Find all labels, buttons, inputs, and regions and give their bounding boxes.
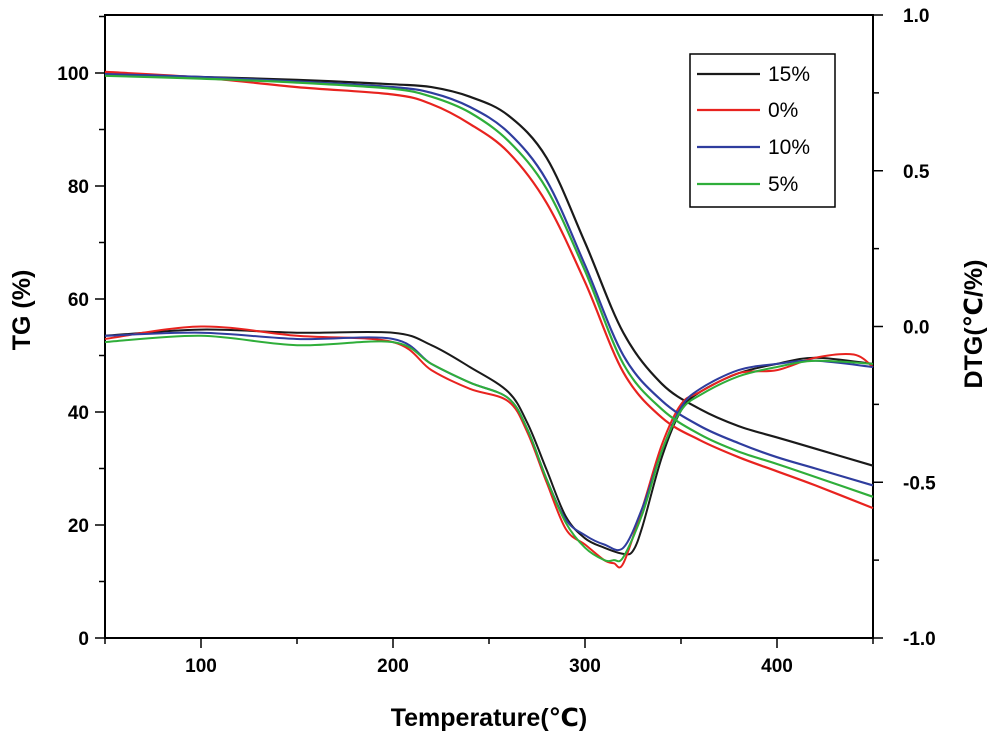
- x-tick-label: 200: [377, 656, 409, 677]
- legend: 15% 0% 10% 5%: [689, 53, 836, 208]
- y2-tick-label: -1.0: [903, 629, 936, 650]
- tg-curve-0pct: [104, 70, 874, 510]
- y2-axis-title: DTG(℃/%): [960, 260, 988, 389]
- y-tick-label: 20: [68, 516, 89, 537]
- dtg-curve-10pct: [104, 331, 874, 552]
- legend-label-15: 15%: [768, 63, 810, 86]
- x-tick-label: 100: [185, 656, 217, 677]
- tg-curve-15pct: [104, 73, 874, 467]
- tg-curve-10pct: [104, 73, 874, 487]
- y-tick-label: 0: [78, 629, 89, 650]
- y-tick-label: 80: [68, 177, 89, 198]
- y-axis-title: TG (%): [8, 270, 36, 351]
- x-tick-label: 400: [761, 656, 793, 677]
- y2-tick-label: 0.0: [903, 318, 929, 339]
- y-tick-label: 40: [68, 403, 89, 424]
- y2-tick-label: 0.5: [903, 162, 930, 183]
- x-tick-label: 300: [569, 656, 601, 677]
- legend-box: [689, 53, 836, 208]
- x-axis-title: Temperature(℃): [391, 704, 588, 732]
- y2-tick-label: -0.5: [903, 473, 936, 494]
- y2-tick-label: 1.0: [903, 6, 929, 27]
- legend-label-5: 5%: [768, 173, 798, 196]
- y-tick-label: 100: [57, 64, 89, 85]
- legend-label-10: 10%: [768, 136, 810, 159]
- tg-curve-5pct: [104, 74, 874, 498]
- y-tick-label: 60: [68, 290, 89, 311]
- dtg-curve-0pct: [104, 325, 874, 569]
- ticks-layer: 100 200 300 400 0 20 40 60 80 100 -1.0 -0.5 0.0 0.5 1.…: [57, 6, 936, 677]
- dtg-curve-15pct: [104, 328, 874, 556]
- dtg-curve-5pct: [104, 334, 874, 563]
- curves-layer: [104, 70, 874, 569]
- legend-label-0: 0%: [768, 99, 798, 122]
